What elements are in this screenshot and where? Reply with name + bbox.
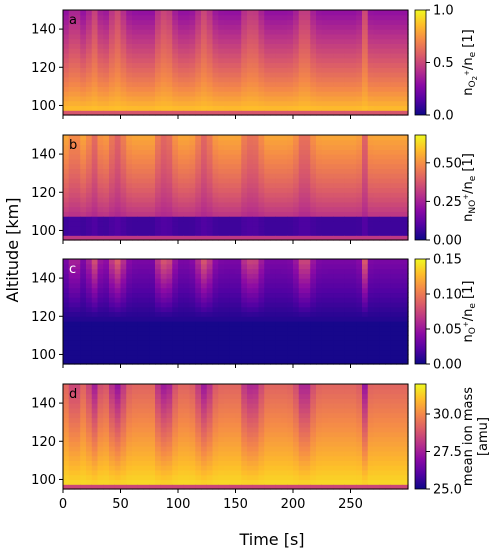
y-axis-label: Altitude [km]: [3, 198, 22, 303]
y-tick-label: 120: [31, 435, 56, 450]
colorbar-label: nO+/ne [1]: [461, 281, 478, 343]
panel-c: c 100 120 140 0.00 0.05 0.10 0.15 nO+/ne [1]: [31, 253, 478, 373]
panel-label: d: [69, 387, 77, 402]
colorbar-label: nO2+/ne [1]: [461, 29, 479, 95]
colorbar: [414, 258, 427, 365]
x-axis-label: Time [s]: [238, 530, 304, 549]
colorbar-label: [amu]: [476, 417, 491, 456]
heatmap-image: [63, 384, 409, 490]
colorbar-tick-label: 0.25: [433, 195, 462, 210]
colorbar: [414, 134, 427, 241]
colorbar-tick-label: 0.0: [433, 109, 454, 124]
colorbar-tick-label: 0.50: [433, 156, 462, 171]
y-tick-label: 100: [31, 99, 56, 114]
x-tick-label: 0: [59, 497, 67, 512]
y-tick-label: 120: [31, 61, 56, 76]
y-tick-label: 140: [31, 23, 56, 38]
colorbar-tick-label: 0.15: [433, 253, 462, 268]
panel-label: a: [69, 13, 77, 28]
colorbar-tick-label: 27.5: [433, 445, 462, 460]
colorbar: [414, 9, 427, 116]
x-tick-label: 150: [223, 497, 248, 512]
x-tick-label: 200: [281, 497, 306, 512]
x-tick-label: 100: [166, 497, 191, 512]
panel-label: b: [69, 138, 77, 153]
colorbar-tick-label: 25.0: [433, 483, 462, 498]
colorbar-tick-label: 0.00: [433, 358, 462, 373]
heatmap-image: [63, 259, 409, 365]
colorbar-tick-label: 0.00: [433, 234, 462, 249]
colorbar: [414, 383, 427, 490]
colorbar-label: nNO+/ne [1]: [461, 153, 478, 222]
heatmap-image: [63, 135, 409, 241]
colorbar-tick-label: 30.0: [433, 408, 462, 423]
panel-label: c: [69, 262, 76, 277]
y-tick-label: 120: [31, 186, 56, 201]
colorbar-tick-label: 0.05: [433, 323, 462, 338]
x-tick-label: 250: [338, 497, 363, 512]
colorbar-label: mean ion mass: [461, 387, 476, 486]
colorbar-tick-label: 1.0: [433, 4, 454, 19]
y-tick-label: 140: [31, 272, 56, 287]
colorbar-tick-label: 0.10: [433, 288, 462, 303]
y-tick-label: 100: [31, 473, 56, 488]
y-tick-label: 140: [31, 148, 56, 163]
y-tick-label: 100: [31, 224, 56, 239]
y-tick-label: 100: [31, 348, 56, 363]
panel-a: a 100 120 140 0.0 0.5 1.0 nO2+/ne [1]: [31, 4, 479, 124]
panel-d: d 100 120 140 0 50 100 150 200 250 25.0 27.5 30.0 mea…: [31, 383, 491, 512]
y-tick-label: 120: [31, 310, 56, 325]
heatmap-image: [63, 10, 409, 116]
x-tick-label: 50: [112, 497, 129, 512]
colorbar-tick-label: 0.5: [433, 56, 454, 71]
y-tick-label: 140: [31, 397, 56, 412]
